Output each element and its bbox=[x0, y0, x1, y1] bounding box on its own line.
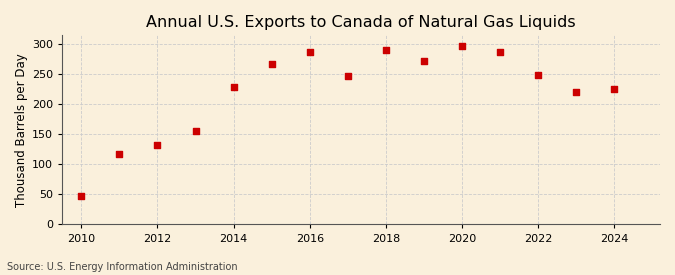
Point bbox=[152, 142, 163, 147]
Title: Annual U.S. Exports to Canada of Natural Gas Liquids: Annual U.S. Exports to Canada of Natural… bbox=[146, 15, 576, 30]
Point bbox=[267, 62, 277, 66]
Point bbox=[418, 59, 429, 63]
Point bbox=[304, 49, 315, 54]
Point bbox=[228, 85, 239, 89]
Text: Source: U.S. Energy Information Administration: Source: U.S. Energy Information Administ… bbox=[7, 262, 238, 272]
Point bbox=[495, 50, 506, 54]
Point bbox=[571, 90, 582, 95]
Point bbox=[76, 194, 87, 199]
Point bbox=[457, 44, 468, 48]
Point bbox=[381, 48, 392, 52]
Point bbox=[190, 129, 201, 133]
Point bbox=[114, 152, 125, 156]
Y-axis label: Thousand Barrels per Day: Thousand Barrels per Day bbox=[15, 53, 28, 207]
Point bbox=[533, 73, 543, 77]
Point bbox=[609, 87, 620, 92]
Point bbox=[342, 73, 353, 78]
